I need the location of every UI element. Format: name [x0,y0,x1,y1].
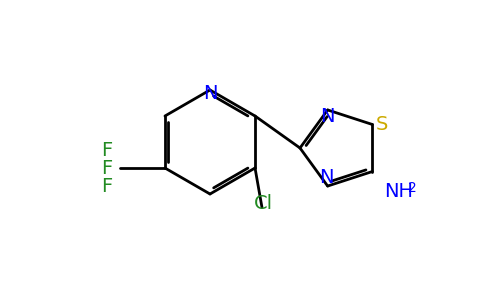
Text: F: F [101,140,112,160]
Text: F: F [101,176,112,196]
Text: Cl: Cl [254,194,272,213]
Text: N: N [320,107,335,126]
Text: NH: NH [384,182,413,201]
Text: N: N [203,84,217,103]
Text: S: S [376,115,388,134]
Text: 2: 2 [408,181,417,194]
Text: N: N [319,168,334,187]
Text: F: F [101,158,112,178]
